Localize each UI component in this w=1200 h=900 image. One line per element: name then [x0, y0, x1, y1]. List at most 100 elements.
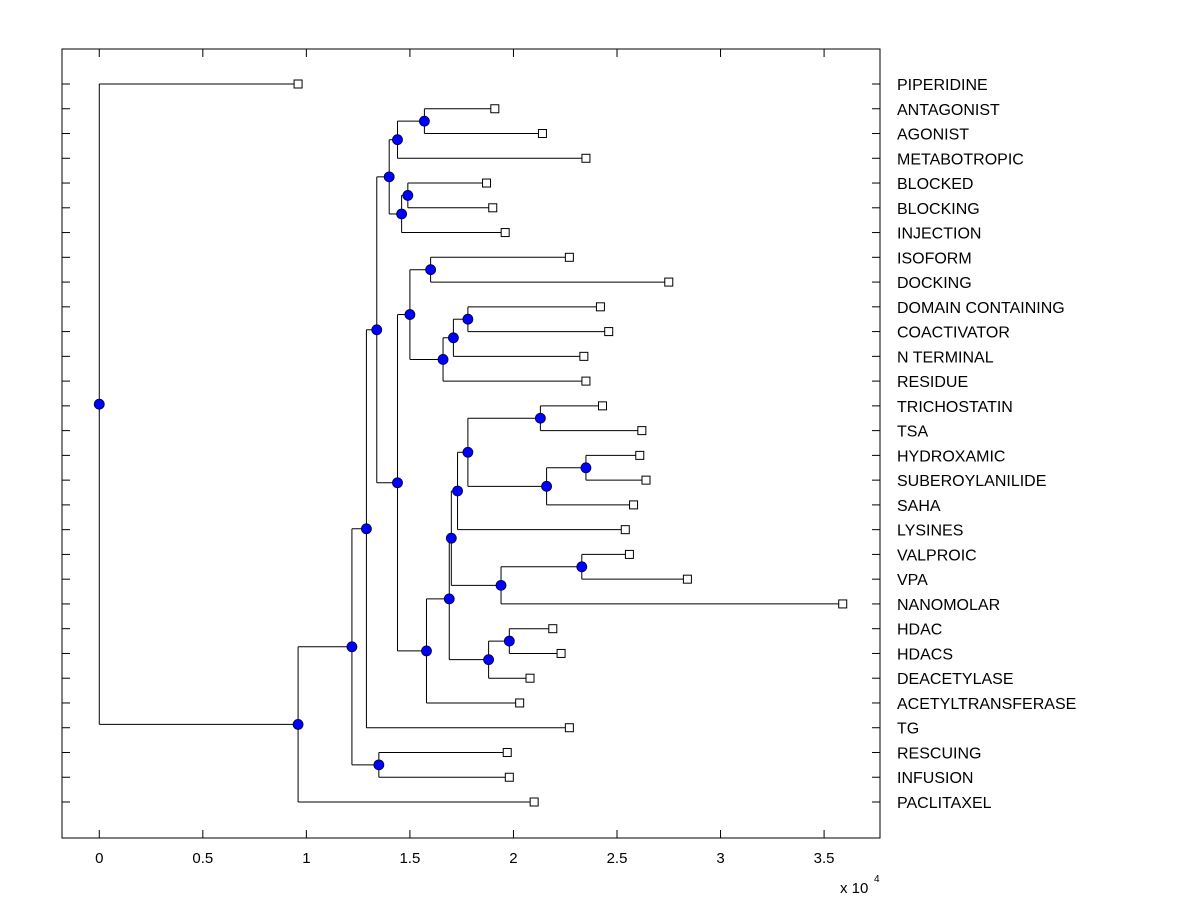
leaf-node-marker — [504, 772, 514, 782]
leaf-label: TRICHOSTATIN — [897, 399, 1013, 416]
leaf-node-marker — [564, 723, 574, 733]
leaf-label: BLOCKING — [897, 201, 980, 218]
leaf-node-marker — [637, 426, 647, 436]
internal-node-marker — [346, 641, 358, 653]
leaf-label: RESCUING — [897, 745, 981, 762]
internal-node-marker — [361, 523, 372, 535]
leaf-label: COACTIVATOR — [897, 325, 1010, 342]
leaf-label: PIPERIDINE — [897, 77, 988, 94]
leaf-label: TG — [897, 721, 919, 738]
leaf-label: N TERMINAL — [897, 349, 994, 366]
internal-node-marker — [445, 532, 457, 544]
internal-node-marker — [404, 309, 416, 320]
leaf-node-marker — [641, 475, 651, 485]
x-tick-label: 3.5 — [814, 850, 835, 867]
leaf-label: DEACETYLASE — [897, 671, 1013, 688]
internal-node-marker — [447, 332, 459, 344]
leaf-node-marker — [604, 327, 614, 337]
tree-nodes — [93, 79, 848, 807]
leaf-label: PACLITAXEL — [897, 795, 992, 812]
leaf-label: TSA — [897, 424, 928, 441]
leaf-node-marker — [598, 401, 608, 411]
leaf-node-marker — [500, 228, 510, 238]
leaf-label: ACETYLTRANSFERASE — [897, 696, 1076, 713]
leaf-node-marker — [620, 525, 630, 535]
internal-node-marker — [292, 719, 304, 730]
x-multiplier-exponent: 4 — [874, 874, 880, 885]
leaf-label: INJECTION — [897, 226, 981, 243]
x-multiplier-label: x 10 — [840, 880, 868, 897]
leaf-node-marker — [595, 302, 605, 312]
leaf-node-marker — [525, 673, 535, 683]
leaf-node-marker — [488, 203, 498, 213]
internal-node-marker — [392, 477, 403, 489]
leaf-node-marker — [564, 252, 574, 262]
x-tick-label: 0 — [95, 850, 103, 867]
x-tick-label: 1 — [302, 850, 310, 867]
internal-node-marker — [93, 398, 105, 410]
leaf-node-marker — [629, 500, 639, 510]
leaf-node-marker — [664, 277, 674, 287]
leaf-label: DOMAIN CONTAINING — [897, 300, 1065, 317]
internal-node-marker — [396, 208, 408, 220]
internal-node-marker — [495, 579, 507, 591]
leaf-label: INFUSION — [897, 770, 973, 787]
leaf-node-marker — [529, 797, 539, 807]
internal-node-marker — [383, 171, 395, 183]
internal-node-marker — [419, 115, 430, 127]
leaf-label: ISOFORM — [897, 250, 972, 267]
y-axis-leaf-labels: PIPERIDINE ANTAGONIST AGONIST METABOTROPIC B… — [62, 77, 1076, 812]
leaf-node-marker — [581, 153, 591, 163]
leaf-node-marker — [624, 549, 634, 559]
leaf-label: HDAC — [897, 622, 942, 639]
leaf-label: HYDROXAMIC — [897, 448, 1005, 465]
internal-node-marker — [462, 313, 474, 325]
leaf-node-marker — [635, 450, 645, 460]
internal-node-marker — [483, 654, 495, 666]
leaf-label: VALPROIC — [897, 547, 977, 564]
internal-node-marker — [503, 635, 515, 647]
leaf-node-marker — [482, 178, 492, 188]
internal-node-marker — [443, 593, 455, 605]
leaf-node-marker — [537, 129, 547, 139]
internal-node-marker — [425, 264, 437, 276]
leaf-node-marker — [490, 104, 500, 114]
leaf-node-marker — [502, 747, 512, 757]
internal-node-marker — [421, 645, 432, 657]
internal-node-marker — [373, 759, 385, 771]
leaf-label: SUBEROYLANILIDE — [897, 473, 1046, 490]
leaf-node-marker — [293, 79, 303, 89]
leaf-label: DOCKING — [897, 275, 972, 292]
leaf-node-marker — [579, 351, 589, 361]
leaf-label: HDACS — [897, 646, 953, 663]
leaf-label: AGONIST — [897, 127, 969, 144]
leaf-node-marker — [515, 698, 525, 708]
leaf-label: NANOMOLAR — [897, 597, 1000, 614]
leaf-label: METABOTROPIC — [897, 151, 1024, 168]
leaf-node-marker — [838, 599, 848, 609]
leaf-node-marker — [556, 648, 566, 658]
internal-node-marker — [576, 561, 588, 573]
leaf-node-marker — [548, 624, 558, 634]
internal-node-marker — [534, 412, 546, 424]
internal-node-marker — [541, 480, 552, 492]
x-tick-label: 0.5 — [192, 850, 213, 867]
internal-node-marker — [452, 485, 463, 497]
internal-node-marker — [580, 462, 592, 474]
plot-frame — [61, 48, 881, 839]
internal-node-marker — [371, 324, 383, 336]
internal-node-marker — [437, 354, 449, 365]
x-tick-label: 1.5 — [399, 850, 420, 867]
internal-node-marker — [402, 190, 414, 201]
leaf-node-marker — [581, 376, 591, 386]
leaf-label: RESIDUE — [897, 374, 968, 391]
leaf-label: SAHA — [897, 498, 941, 515]
x-tick-label: 2.5 — [607, 850, 628, 867]
leaf-label: BLOCKED — [897, 176, 973, 193]
internal-node-marker — [392, 134, 403, 146]
x-axis: 0 0.5 1 1.5 2 2.5 3 3.5 — [95, 49, 835, 867]
leaf-label: ANTAGONIST — [897, 102, 1000, 119]
internal-node-marker — [462, 446, 474, 458]
plot-background — [62, 49, 880, 838]
